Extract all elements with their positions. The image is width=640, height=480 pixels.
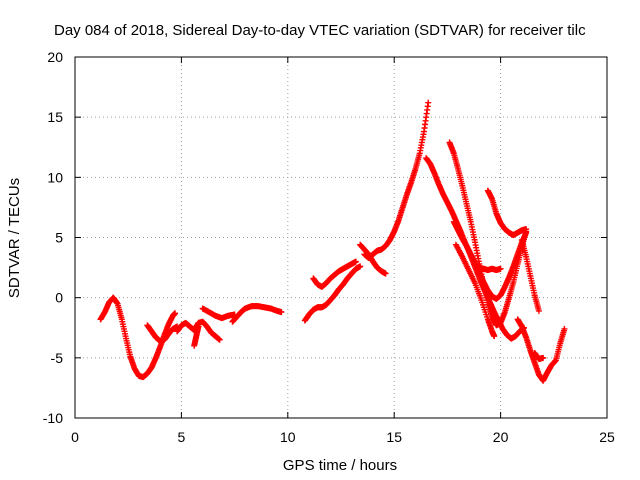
x-axis-ticks: 0 5 10 15 20 25 [71,57,615,445]
y-tick-label: 5 [55,230,63,246]
data-point [357,263,364,270]
x-tick-label: 10 [280,429,296,445]
x-axis-label: GPS time / hours [283,457,397,474]
y-tick-label: 15 [47,109,63,125]
grid [75,57,607,418]
x-tick-label: 20 [493,429,509,445]
data-point [523,226,530,233]
data-points [97,99,568,384]
chart-title: Day 084 of 2018, Sidereal Day-to-day VTE… [54,22,586,39]
series-track [361,99,432,261]
data-point [535,307,542,314]
data-point [425,99,432,106]
series-track [310,258,359,290]
series-track [531,350,547,363]
series-track [450,218,530,302]
data-point [497,265,504,272]
series-track [174,318,223,343]
y-tick-label: 20 [47,49,63,65]
series-track [301,263,364,324]
data-point [382,270,389,277]
x-tick-label: 5 [178,429,186,445]
series-track [144,322,181,344]
y-tick-label: 0 [55,290,63,306]
series-track [514,316,568,384]
data-point [216,336,223,343]
data-point [278,309,285,316]
data-point [540,354,547,361]
y-axis-label: SDTVAR / TECUs [6,178,23,298]
series-track [229,303,285,325]
series-track [97,294,179,381]
series-track [191,323,202,349]
x-tick-label: 25 [599,429,615,445]
series-track [518,236,542,314]
data-point [491,333,498,340]
series-track [199,305,238,322]
x-tick-label: 0 [71,429,79,445]
data-point [561,325,568,332]
y-tick-label: -5 [51,350,64,366]
y-tick-label: -10 [43,410,63,426]
x-tick-label: 15 [386,429,402,445]
y-tick-label: 10 [47,169,63,185]
data-point [195,323,202,330]
data-point [172,310,179,317]
y-axis-ticks: -10 -5 0 5 10 15 20 [43,49,607,426]
series-track [484,187,530,239]
series-track [452,241,498,340]
series-track [476,264,504,273]
data-point [352,258,359,265]
